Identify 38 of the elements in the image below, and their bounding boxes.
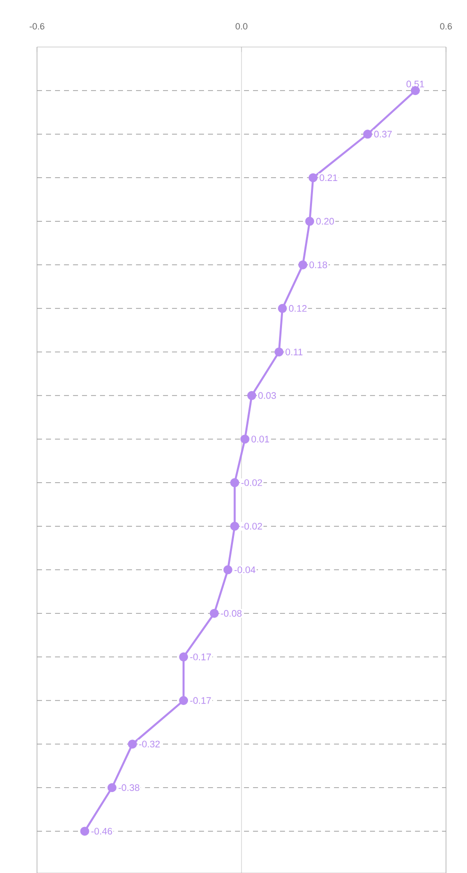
x-tick-label: 0.6 xyxy=(440,23,452,30)
data-label: -0.04 xyxy=(234,566,256,574)
x-tick-label: -0.6 xyxy=(30,23,44,30)
data-label: 0.11 xyxy=(286,348,302,356)
data-label: -0.46 xyxy=(91,828,112,835)
point xyxy=(179,696,188,705)
data-label: -0.17 xyxy=(190,697,211,704)
point xyxy=(128,740,137,749)
data-label: 0.37 xyxy=(374,130,392,138)
point xyxy=(247,391,256,400)
point xyxy=(223,565,232,574)
point xyxy=(230,522,240,531)
point xyxy=(308,173,318,182)
data-label: -0.02 xyxy=(241,522,262,530)
data-label: 0.18 xyxy=(309,261,328,268)
data-label: 0.12 xyxy=(288,305,307,312)
data-label: 0.01 xyxy=(251,436,270,442)
data-label: 0.51 xyxy=(406,80,424,88)
point xyxy=(274,347,284,356)
point xyxy=(298,260,308,270)
point xyxy=(107,783,116,792)
point xyxy=(240,434,250,444)
data-label: -0.02 xyxy=(241,479,262,486)
point xyxy=(363,130,372,139)
point xyxy=(278,304,287,313)
point xyxy=(230,478,240,488)
data-label: -0.08 xyxy=(220,610,242,617)
data-label: -0.38 xyxy=(118,784,140,791)
point xyxy=(80,826,90,836)
point xyxy=(305,216,314,226)
data-label: -0.17 xyxy=(190,654,211,660)
point xyxy=(179,652,188,662)
data-label: -0.32 xyxy=(139,740,160,748)
data-label: 0.03 xyxy=(258,392,276,399)
data-label: 0.20 xyxy=(316,218,334,225)
point xyxy=(210,608,219,618)
x-tick-label: 0.0 xyxy=(236,23,248,30)
data-label: 0.21 xyxy=(320,174,338,182)
